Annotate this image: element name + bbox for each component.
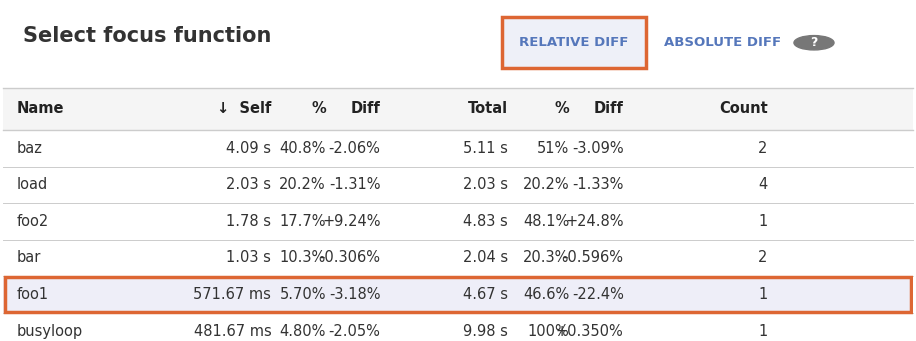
Text: Count: Count [719,101,768,116]
Text: 4.80%: 4.80% [279,324,326,339]
Text: -3.18%: -3.18% [329,287,381,302]
Text: -1.31%: -1.31% [329,177,381,192]
Text: 2: 2 [758,251,768,266]
Text: 5.70%: 5.70% [279,287,326,302]
Text: 2.03 s: 2.03 s [226,177,271,192]
Text: 48.1%: 48.1% [523,214,569,229]
Text: 1.03 s: 1.03 s [226,251,271,266]
Text: -2.06%: -2.06% [329,141,381,156]
Text: -1.33%: -1.33% [572,177,624,192]
Text: 5.11 s: 5.11 s [463,141,508,156]
Text: busyloop: busyloop [16,324,82,339]
Text: -0.596%: -0.596% [562,251,624,266]
Text: 2.04 s: 2.04 s [463,251,508,266]
Text: +9.24%: +9.24% [322,214,381,229]
Text: %: % [311,101,326,116]
Text: ?: ? [811,36,818,49]
Text: -3.09%: -3.09% [572,141,624,156]
Text: load: load [16,177,48,192]
Text: foo2: foo2 [16,214,49,229]
Text: foo1: foo1 [16,287,49,302]
Text: Diff: Diff [594,101,624,116]
Text: 1: 1 [758,287,768,302]
Text: -0.306%: -0.306% [320,251,381,266]
Text: 10.3%: 10.3% [279,251,326,266]
Text: ↓  Self: ↓ Self [217,101,271,116]
Text: Diff: Diff [351,101,381,116]
Bar [5,277,911,312]
Bar [3,240,913,276]
Text: Name: Name [16,101,64,116]
Text: 4: 4 [758,177,768,192]
Text: 571.67 ms: 571.67 ms [193,287,271,302]
Text: 4.67 s: 4.67 s [463,287,508,302]
Text: 4.83 s: 4.83 s [463,214,508,229]
Text: Select focus function: Select focus function [23,26,271,46]
Text: 9.98 s: 9.98 s [463,324,508,339]
Text: +24.8%: +24.8% [565,214,624,229]
Text: 40.8%: 40.8% [279,141,326,156]
Bar [502,17,646,68]
Text: bar: bar [16,251,41,266]
Text: 51%: 51% [537,141,569,156]
Text: ABSOLUTE DIFF: ABSOLUTE DIFF [664,36,781,49]
Text: -22.4%: -22.4% [572,287,624,302]
Text: baz: baz [16,141,42,156]
Text: 1: 1 [758,214,768,229]
Text: 100%: 100% [528,324,569,339]
Text: 20.2%: 20.2% [522,177,569,192]
Text: +0.350%: +0.350% [556,324,624,339]
Bar [3,276,913,313]
Text: 46.6%: 46.6% [523,287,569,302]
Circle shape [794,35,834,50]
Text: 1: 1 [758,324,768,339]
Text: 20.2%: 20.2% [279,177,326,192]
Text: 2.03 s: 2.03 s [463,177,508,192]
Text: 20.3%: 20.3% [523,251,569,266]
Text: RELATIVE DIFF: RELATIVE DIFF [519,36,628,49]
Bar [3,167,913,203]
Text: -2.05%: -2.05% [329,324,381,339]
Bar [3,88,913,130]
Bar [3,313,913,341]
Text: 481.67 ms: 481.67 ms [193,324,271,339]
Text: 2: 2 [758,141,768,156]
Text: 4.09 s: 4.09 s [226,141,271,156]
Text: 17.7%: 17.7% [279,214,326,229]
Bar [3,130,913,167]
Text: 1.78 s: 1.78 s [226,214,271,229]
Text: %: % [554,101,569,116]
Bar [3,203,913,240]
Text: Total: Total [468,101,508,116]
